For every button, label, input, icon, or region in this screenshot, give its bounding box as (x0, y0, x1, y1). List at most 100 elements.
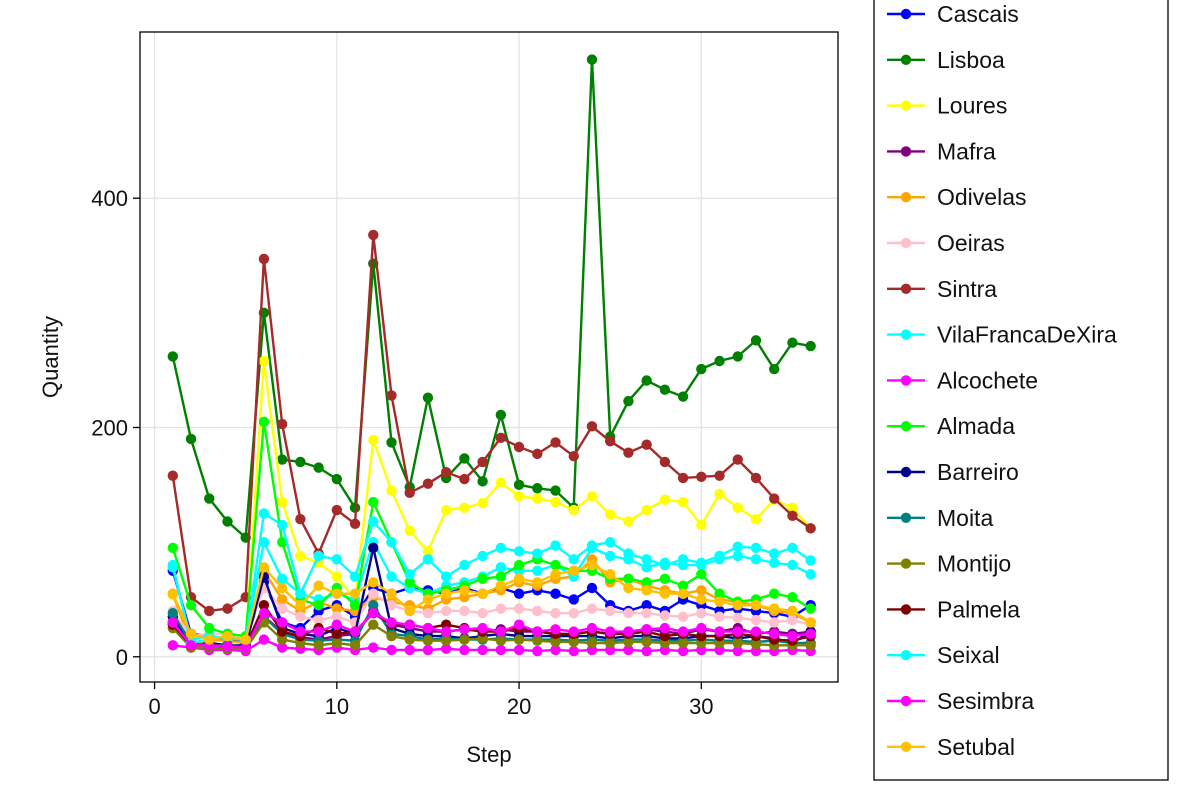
data-point (495, 644, 507, 656)
data-point (732, 550, 743, 562)
legend-swatch-marker (900, 192, 912, 203)
data-point (568, 626, 579, 637)
series-line-loures (171, 359, 812, 646)
data-point (550, 588, 561, 599)
data-point (604, 509, 616, 520)
data-point (386, 390, 397, 401)
legend-label: Montijo (937, 551, 1011, 577)
data-point (222, 603, 233, 614)
legend-item: Montijo (887, 551, 1011, 577)
data-point (477, 456, 488, 468)
data-point (422, 546, 434, 557)
legend-swatch-marker (900, 650, 912, 661)
data-point (714, 550, 725, 562)
data-point (769, 557, 780, 568)
data-point (513, 479, 525, 491)
data-point (349, 599, 361, 611)
legend-label: Alcochete (937, 367, 1038, 393)
y-axis-label: Quantity (38, 316, 63, 398)
data-point (349, 571, 361, 582)
data-point (714, 470, 725, 481)
data-point (677, 626, 689, 637)
data-point (313, 580, 324, 591)
data-point (185, 640, 197, 651)
data-point (787, 605, 798, 617)
data-point (586, 582, 598, 594)
data-point (623, 447, 634, 458)
y-axis-ticks: 0 200 400 (91, 186, 140, 670)
legend-label: Sintra (937, 276, 997, 302)
data-point (368, 608, 379, 619)
data-point (696, 363, 707, 375)
data-point (696, 622, 707, 634)
legend-label: Barreiro (937, 459, 1019, 485)
data-point (732, 502, 743, 513)
legend-item: Oeiras (887, 230, 1005, 256)
data-point (623, 573, 634, 585)
x-axis-ticks: 0 10 20 30 (148, 682, 714, 719)
data-point (677, 580, 689, 591)
data-point (331, 637, 343, 649)
data-point (386, 599, 397, 611)
data-point (295, 626, 306, 637)
data-point (495, 542, 507, 554)
data-point (513, 546, 525, 557)
data-point (677, 472, 689, 484)
data-point (641, 577, 652, 588)
data-point (805, 640, 816, 651)
data-point (696, 519, 707, 531)
data-point (623, 582, 634, 594)
data-point (805, 617, 816, 628)
data-point (404, 619, 415, 630)
data-point (276, 519, 288, 531)
data-point (586, 622, 598, 634)
legend-swatch-marker (900, 375, 912, 386)
data-point (422, 594, 434, 605)
data-point (641, 585, 652, 596)
legend-item: Lisboa (887, 47, 1005, 73)
data-point (276, 642, 288, 653)
data-point (677, 588, 689, 599)
data-point (604, 550, 616, 562)
data-point (532, 635, 543, 646)
data-point (313, 599, 324, 611)
data-point (368, 229, 379, 241)
legend-item: Barreiro (887, 459, 1019, 485)
legend-swatch-marker (900, 237, 912, 249)
legend-item: VilaFrancaDeXira (887, 322, 1117, 348)
data-point (623, 516, 634, 527)
data-point (532, 548, 543, 559)
data-point (787, 591, 798, 603)
data-point (349, 640, 361, 651)
data-point (386, 588, 397, 599)
data-point (422, 392, 434, 403)
data-point (604, 605, 616, 617)
data-point (750, 542, 762, 554)
x-tick-label: 30 (689, 694, 713, 719)
legend-item: Seixal (887, 642, 1000, 668)
legend-label: Oeiras (937, 230, 1005, 256)
data-point (659, 588, 671, 599)
data-point (787, 559, 798, 571)
data-point (167, 617, 179, 628)
data-point (240, 642, 251, 653)
legend-label: Loures (937, 93, 1007, 119)
data-point (349, 588, 361, 599)
data-point (550, 644, 561, 656)
data-point (714, 596, 725, 607)
legend-swatch-marker (900, 100, 912, 111)
data-point (659, 559, 671, 571)
data-point (240, 634, 251, 645)
data-point (404, 569, 415, 580)
data-point (258, 608, 270, 619)
data-point (604, 626, 616, 637)
data-point (276, 418, 288, 430)
data-point (459, 634, 470, 645)
data-point (440, 571, 452, 582)
data-point (295, 599, 306, 611)
data-point (404, 487, 415, 499)
data-point (659, 494, 671, 505)
data-point (331, 611, 343, 622)
data-point (532, 483, 543, 494)
